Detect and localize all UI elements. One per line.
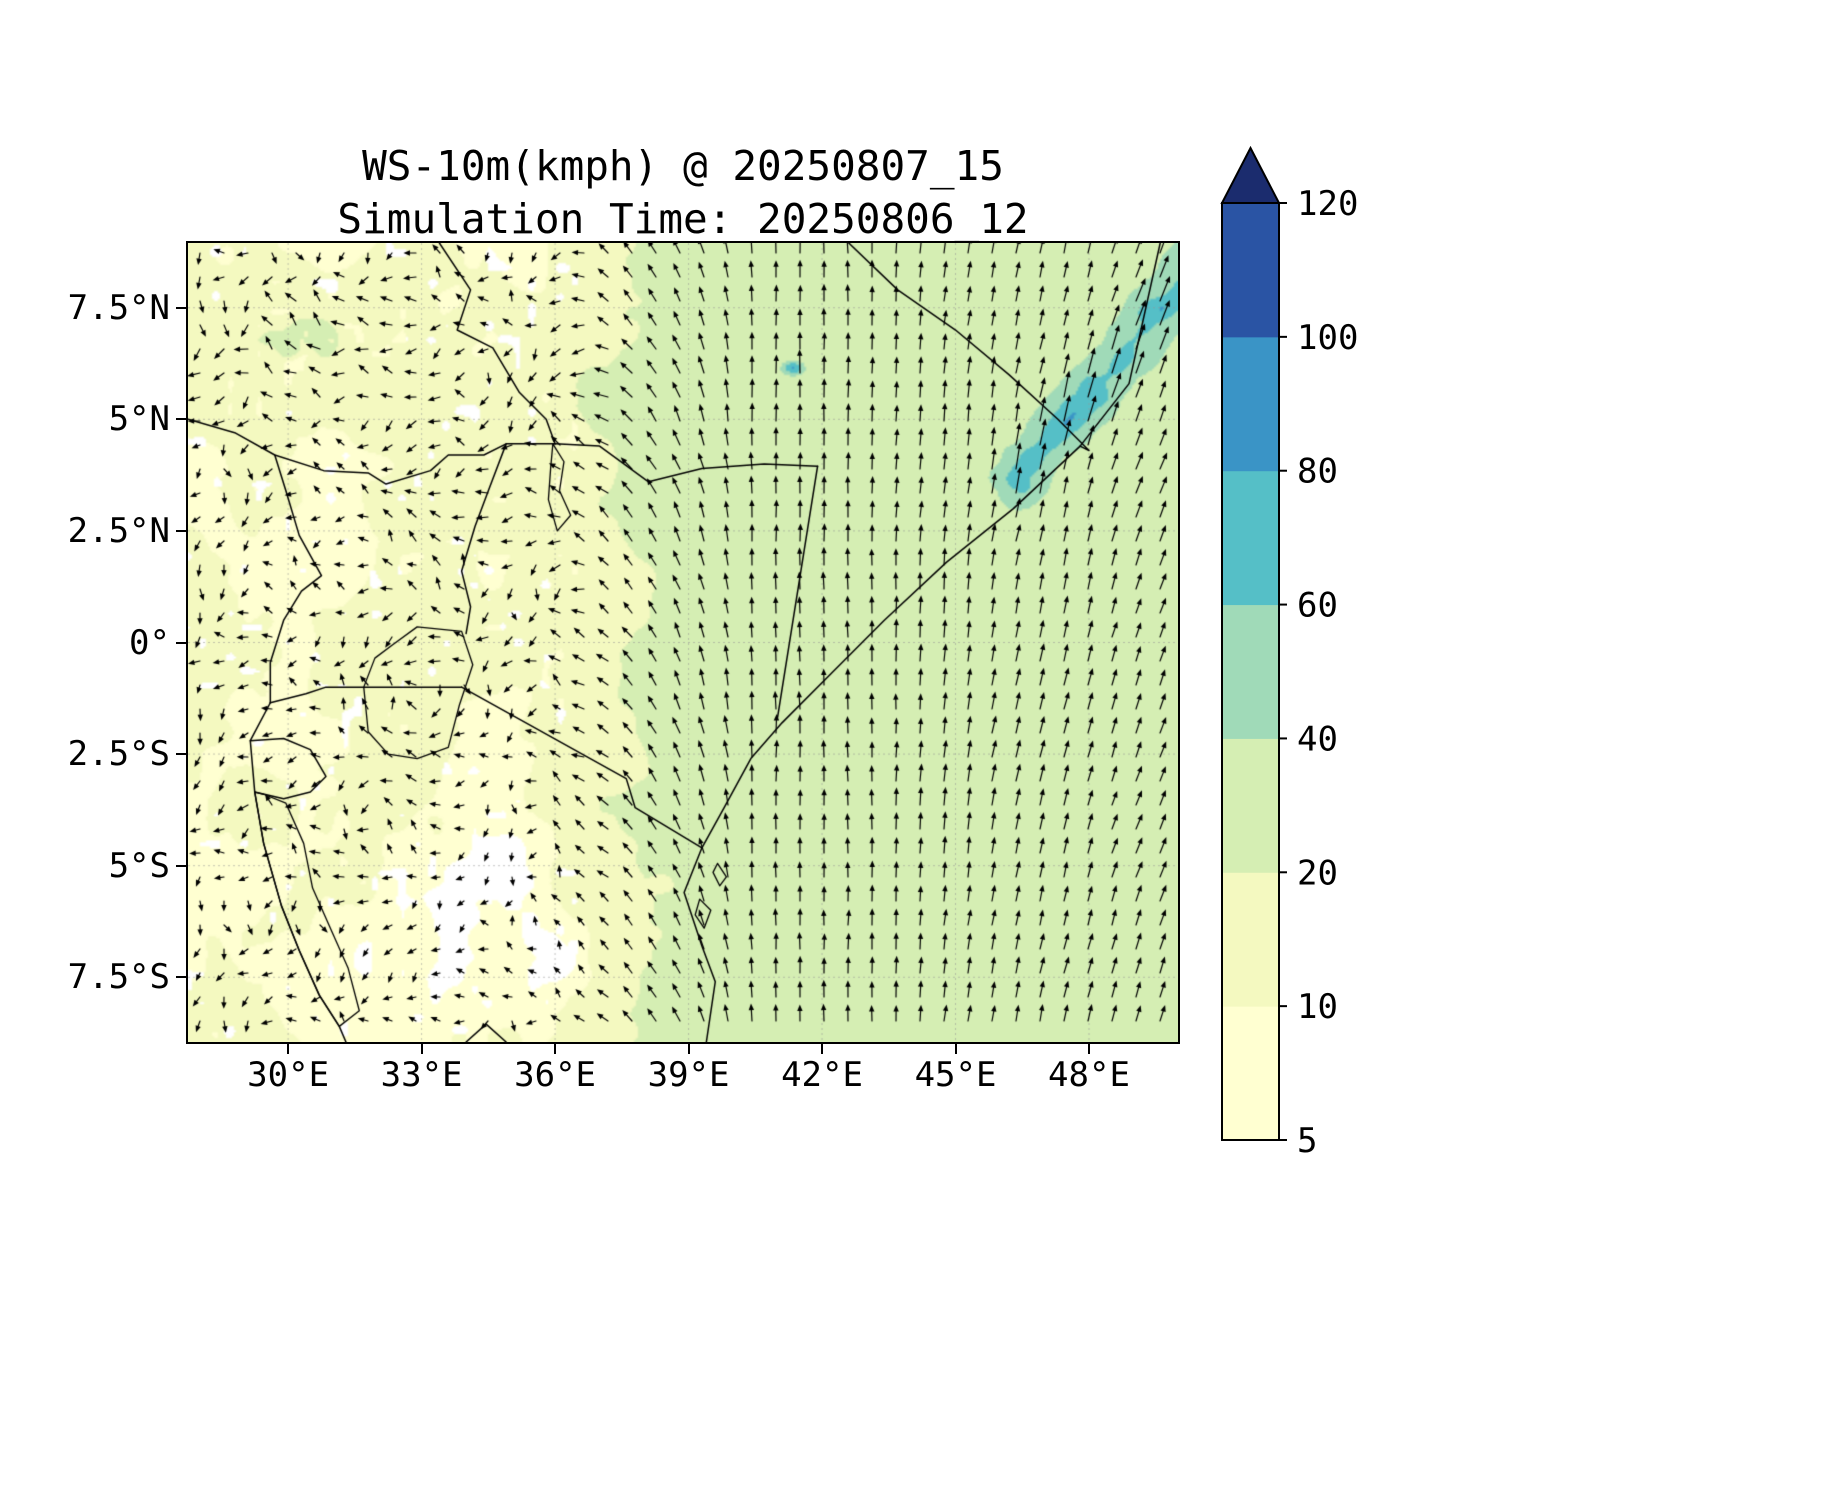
y-tick-mark — [176, 641, 186, 644]
colorbar-tick-label: 20 — [1297, 853, 1338, 893]
figure-title-line2: Simulation Time: 20250806_12 — [337, 195, 1029, 243]
x-tick-label: 39°E — [647, 1055, 730, 1095]
figure-title: WS-10m(kmph) @ 20250807_15 Simulation Ti… — [186, 140, 1180, 246]
map-plot — [188, 243, 1178, 1042]
x-tick-label: 36°E — [514, 1055, 597, 1095]
y-tick-label: 2.5°N — [67, 510, 170, 551]
colorbar-tick-label: 100 — [1297, 318, 1358, 358]
y-tick-label: 5°S — [108, 845, 170, 886]
x-tick-label: 33°E — [380, 1055, 463, 1095]
colorbar-band — [1222, 336, 1279, 472]
x-tick-mark — [821, 1044, 824, 1054]
colorbar-tick-label: 60 — [1297, 586, 1338, 626]
figure-title-line1: WS-10m(kmph) @ 20250807_15 — [362, 142, 1004, 190]
colorbar-tick-label: 120 — [1297, 184, 1358, 224]
y-tick-mark — [176, 529, 186, 532]
y-tick-mark — [176, 753, 186, 756]
x-tick-label: 42°E — [781, 1055, 863, 1095]
colorbar-band — [1222, 738, 1279, 873]
y-tick-label: 7.5°S — [67, 957, 170, 998]
x-tick-label: 30°E — [247, 1055, 330, 1095]
x-tick-label: 45°E — [914, 1055, 997, 1095]
colorbar-band — [1222, 872, 1279, 1007]
x-tick-label: 48°E — [1048, 1055, 1130, 1095]
colorbar: 5 10 20 40 60 80 100 120 — [1218, 145, 1438, 1176]
colorbar-extend-triangle — [1220, 145, 1281, 204]
map-frame — [186, 241, 1180, 1044]
colorbar-tick-label: 10 — [1297, 987, 1338, 1027]
colorbar-band — [1222, 203, 1279, 338]
y-tick-label: 5°N — [108, 399, 170, 440]
x-tick-mark — [287, 1044, 290, 1054]
y-tick-label: 7.5°N — [67, 287, 170, 328]
colorbar-svg: 5 10 20 40 60 80 100 120 — [1220, 145, 1358, 1161]
x-tick-mark — [554, 1044, 557, 1054]
colorbar-tick-label: 5 — [1297, 1121, 1317, 1161]
y-tick-mark — [176, 976, 186, 979]
colorbar-tick-label: 40 — [1297, 719, 1338, 759]
x-tick-mark — [420, 1044, 423, 1054]
x-tick-mark — [687, 1044, 690, 1054]
x-tick-mark — [954, 1044, 957, 1054]
y-tick-label: 2.5°S — [67, 734, 170, 775]
colorbar-band — [1222, 604, 1279, 739]
colorbar-tick-label: 80 — [1297, 452, 1338, 492]
y-tick-mark — [176, 418, 186, 421]
y-tick-label: 0° — [129, 622, 170, 663]
y-tick-mark — [176, 864, 186, 867]
colorbar-band — [1222, 1006, 1279, 1141]
colorbar-band — [1222, 470, 1279, 606]
y-tick-mark — [176, 306, 186, 309]
x-tick-mark — [1088, 1044, 1090, 1054]
